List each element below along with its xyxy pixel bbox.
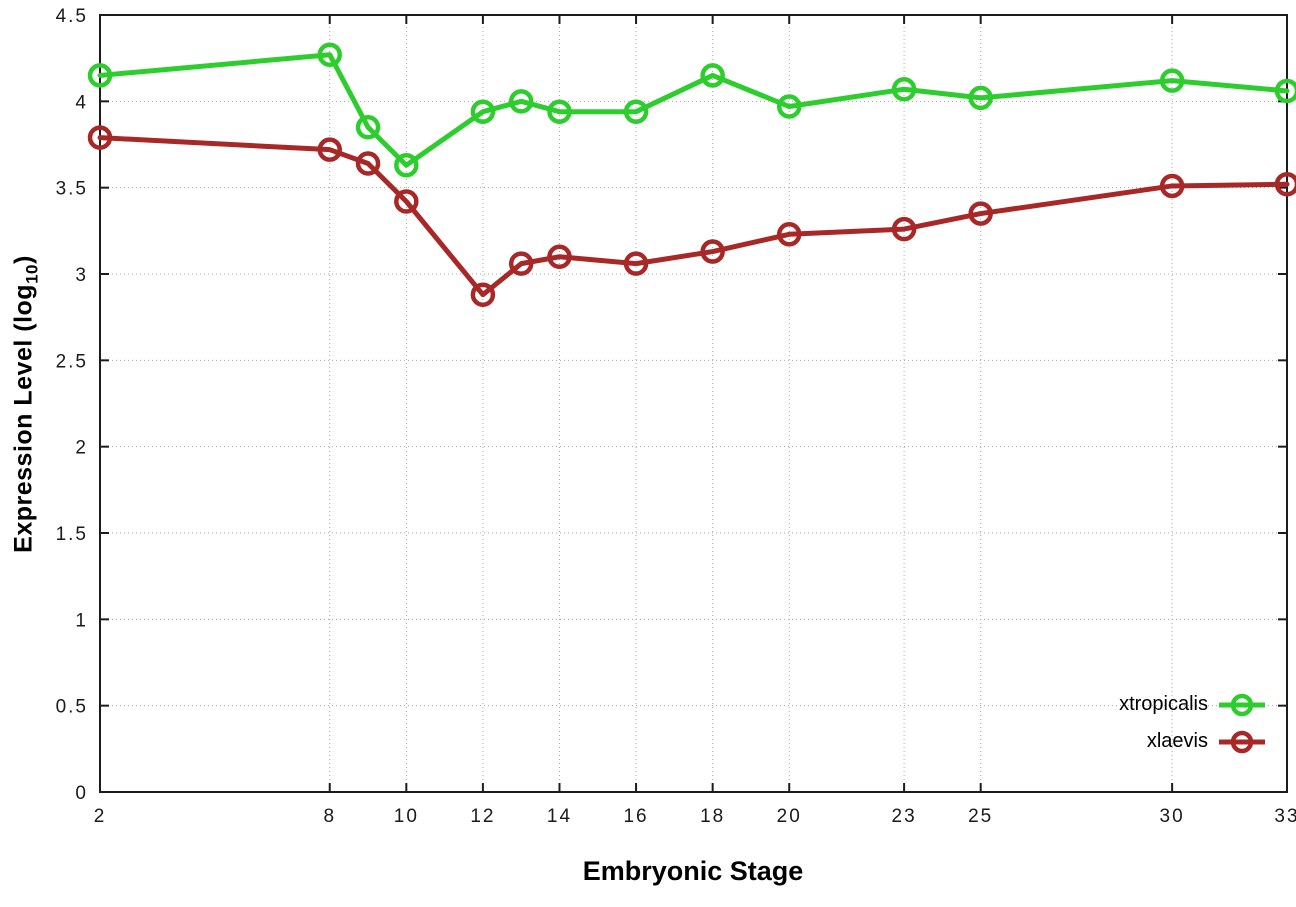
- legend-item-xtropicalis: xtropicalis: [1119, 686, 1266, 723]
- legend-circle-icon: [1230, 693, 1254, 716]
- data-point-xlaevis: [891, 216, 917, 242]
- data-point-xlaevis: [87, 125, 113, 150]
- data-point-xlaevis: [470, 282, 496, 307]
- data-point-xtropicalis: [355, 114, 381, 140]
- y-axis-title-text: Expression Level (log: [9, 283, 38, 553]
- data-point-xlaevis: [547, 244, 572, 269]
- y-axis-title-suffix: ): [9, 255, 38, 264]
- data-point-xtropicalis: [87, 63, 113, 88]
- data-point-xlaevis: [1159, 173, 1185, 199]
- x-tick-label: 23: [892, 806, 917, 827]
- data-point-xtropicalis: [776, 94, 802, 119]
- data-point-xlaevis: [508, 251, 534, 276]
- x-tick-label: 10: [394, 806, 419, 827]
- line-marker-icon: [1219, 693, 1265, 716]
- data-point-xtropicalis: [317, 42, 342, 67]
- x-tick-label: 12: [470, 806, 495, 827]
- data-point-xtropicalis: [1274, 78, 1296, 104]
- x-tick-label: 16: [623, 806, 648, 827]
- y-tick-label: 2: [75, 438, 88, 459]
- y-axis-title: Expression Level (log10): [10, 255, 43, 553]
- data-point-xtropicalis: [968, 85, 993, 111]
- data-point-xtropicalis: [623, 99, 649, 124]
- legend-item-xlaevis: xlaevis: [1119, 723, 1266, 760]
- data-point-xtropicalis: [547, 99, 572, 124]
- y-tick-label: 0.5: [56, 697, 88, 718]
- data-point-xlaevis: [355, 151, 381, 176]
- data-point-xlaevis: [1274, 171, 1296, 197]
- data-point-xtropicalis: [891, 76, 917, 102]
- y-tick-label: 4: [75, 92, 88, 113]
- x-tick-label: 14: [547, 806, 572, 827]
- x-tick-label: 30: [1160, 806, 1185, 827]
- data-point-xlaevis: [700, 239, 725, 264]
- y-tick-label: 0: [75, 783, 88, 804]
- plot-border: [99, 14, 1288, 793]
- legend-label: xtropicalis: [1119, 693, 1208, 715]
- x-axis-title: Embryonic Stage: [582, 856, 804, 886]
- y-tick-label: 1.5: [56, 524, 88, 545]
- x-tick-label: 33: [1274, 806, 1296, 827]
- data-point-xlaevis: [968, 201, 993, 226]
- y-axis-title-subscript: 10: [22, 263, 42, 284]
- x-tick-label: 8: [323, 806, 336, 827]
- data-point-xlaevis: [776, 222, 802, 247]
- y-tick-label: 3.5: [56, 179, 88, 200]
- data-point-xtropicalis: [700, 63, 725, 88]
- series-line-xlaevis: [97, 135, 1290, 298]
- legend: xtropicalis xlaevis: [1119, 686, 1266, 760]
- data-point-xlaevis: [317, 137, 342, 162]
- y-tick-label: 2.5: [56, 351, 88, 372]
- data-point-xtropicalis: [1159, 68, 1185, 93]
- data-point-xtropicalis: [508, 89, 534, 114]
- data-point-xlaevis: [394, 189, 419, 214]
- x-tick-label: 18: [700, 806, 725, 827]
- x-tick-label: 20: [777, 806, 802, 827]
- x-tick-label: 25: [968, 806, 993, 827]
- y-tick-label: 3: [75, 265, 88, 286]
- data-point-xtropicalis: [470, 99, 496, 124]
- legend-circle-icon: [1230, 730, 1254, 753]
- data-point-xlaevis: [623, 251, 649, 276]
- line-marker-icon: [1219, 730, 1265, 753]
- y-tick-label: 1: [75, 610, 88, 631]
- data-point-xtropicalis: [394, 152, 419, 178]
- y-tick-label: 4.5: [56, 6, 88, 27]
- legend-label: xlaevis: [1146, 730, 1208, 752]
- x-tick-label: 2: [94, 806, 107, 827]
